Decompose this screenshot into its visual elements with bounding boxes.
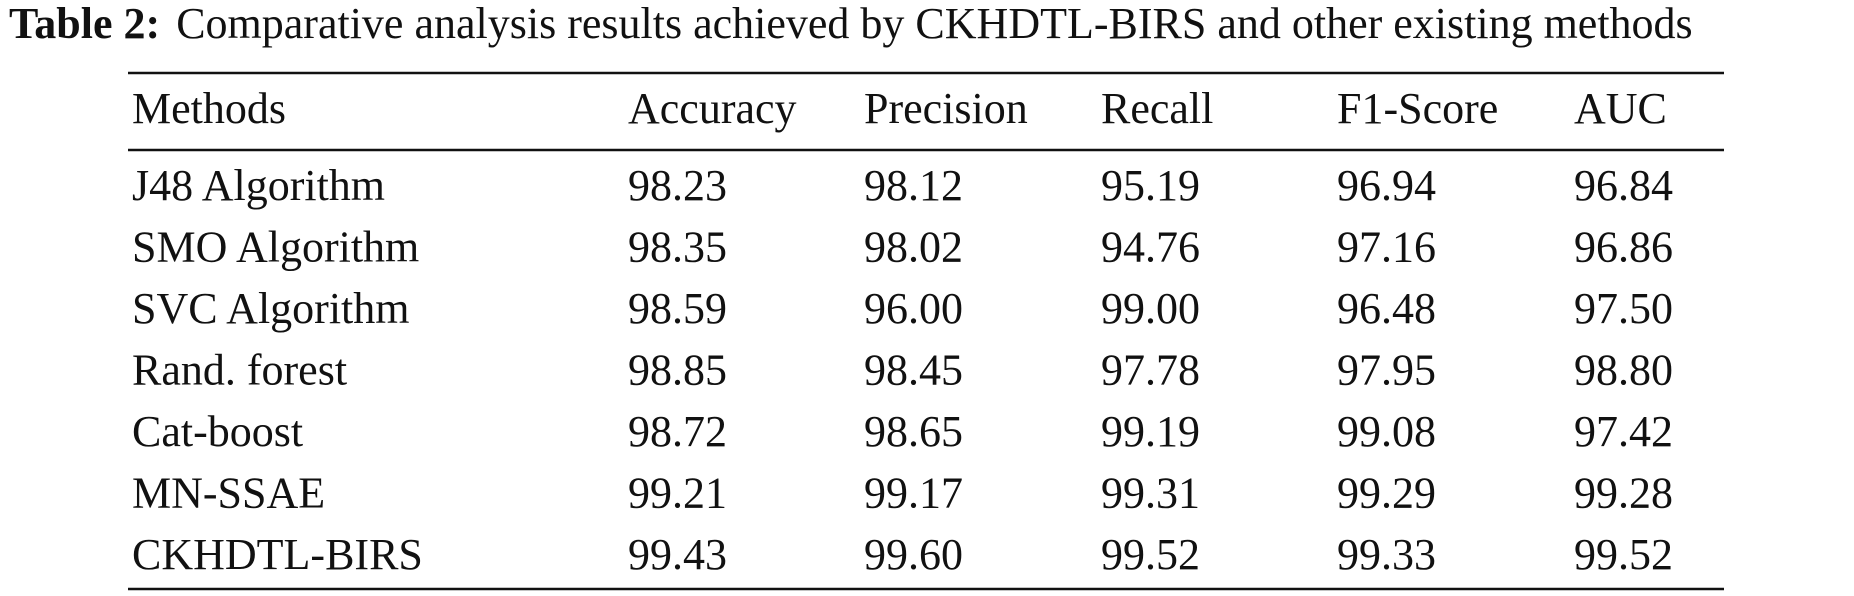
metric-value: 98.23 xyxy=(628,161,727,210)
metric-value: 99.52 xyxy=(1574,530,1673,579)
metric-value: 96.00 xyxy=(864,284,963,333)
metric-value: 98.80 xyxy=(1574,346,1673,395)
metric-value: 99.19 xyxy=(1101,407,1200,456)
metric-value: 96.94 xyxy=(1337,161,1436,210)
column-header: AUC xyxy=(1574,84,1667,133)
metric-value: 97.16 xyxy=(1337,223,1436,272)
column-header: Accuracy xyxy=(628,84,797,133)
metric-value: 98.45 xyxy=(864,346,963,395)
metric-value: 98.59 xyxy=(628,284,727,333)
metric-value: 97.95 xyxy=(1337,346,1436,395)
column-header: Recall xyxy=(1101,84,1213,133)
method-name: Cat-boost xyxy=(132,407,303,456)
metric-value: 96.84 xyxy=(1574,161,1673,210)
metric-value: 97.50 xyxy=(1574,284,1673,333)
method-name: MN-SSAE xyxy=(132,469,325,518)
method-name: SVC Algorithm xyxy=(132,284,410,333)
metric-value: 99.00 xyxy=(1101,284,1200,333)
metric-value: 99.21 xyxy=(628,469,727,518)
metric-value: 99.17 xyxy=(864,469,963,518)
method-name: Rand. forest xyxy=(132,346,347,395)
metric-value: 99.33 xyxy=(1337,530,1436,579)
metric-value: 97.78 xyxy=(1101,346,1200,395)
metric-value: 95.19 xyxy=(1101,161,1200,210)
table-body: Methods Accuracy Precision Recall F1-Score AU… xyxy=(132,84,1673,579)
metric-value: 99.31 xyxy=(1101,469,1200,518)
method-name: SMO Algorithm xyxy=(132,223,419,272)
caption: Table 2: Comparative analysis results ach… xyxy=(9,0,1693,48)
metric-value: 98.85 xyxy=(628,346,727,395)
column-header: F1-Score xyxy=(1337,84,1498,133)
metric-value: 98.65 xyxy=(864,407,963,456)
metric-value: 98.02 xyxy=(864,223,963,272)
caption-label: Table 2: xyxy=(9,0,160,48)
column-header: Precision xyxy=(864,84,1028,133)
metric-value: 99.08 xyxy=(1337,407,1436,456)
metric-value: 98.35 xyxy=(628,223,727,272)
metric-value: 99.52 xyxy=(1101,530,1200,579)
metric-value: 96.86 xyxy=(1574,223,1673,272)
metric-value: 98.72 xyxy=(628,407,727,456)
method-name: CKHDTL-BIRS xyxy=(132,530,423,579)
column-header: Methods xyxy=(132,84,286,133)
metric-value: 99.28 xyxy=(1574,469,1673,518)
metric-value: 96.48 xyxy=(1337,284,1436,333)
metric-value: 94.76 xyxy=(1101,223,1200,272)
method-name: J48 Algorithm xyxy=(132,161,385,210)
metric-value: 99.29 xyxy=(1337,469,1436,518)
caption-text: Comparative analysis results achieved by… xyxy=(176,0,1693,48)
metric-value: 98.12 xyxy=(864,161,963,210)
metric-value: 99.43 xyxy=(628,530,727,579)
metric-value: 97.42 xyxy=(1574,407,1673,456)
metric-value: 99.60 xyxy=(864,530,963,579)
